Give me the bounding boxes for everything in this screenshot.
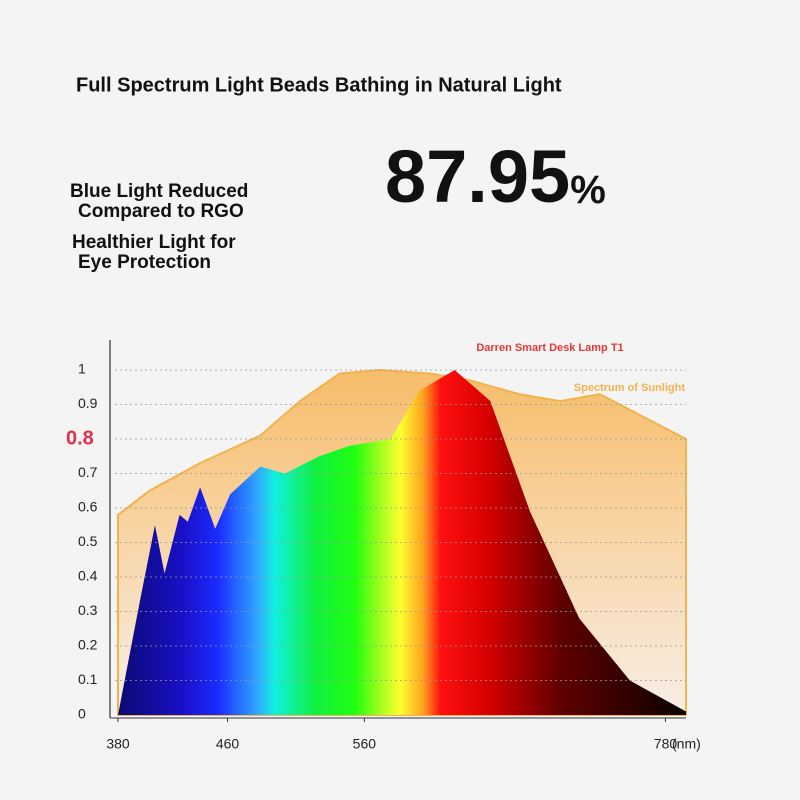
headline: 87.95% <box>385 135 606 218</box>
y-tick-label: 0.7 <box>78 464 98 480</box>
legend-label: Spectrum of Sunlight <box>574 382 686 394</box>
x-unit: (nm) <box>672 736 701 752</box>
note: Blue Light Reduced <box>70 181 248 202</box>
x-tick-label: 380 <box>106 736 130 752</box>
y-tick-label: 0.2 <box>78 637 98 653</box>
y-tick-label: 0.8 <box>66 427 94 449</box>
y-tick-label: 0.3 <box>78 602 98 618</box>
y-tick-label: 0.9 <box>78 395 98 411</box>
y-tick-label: 1 <box>78 361 86 377</box>
legend-label: Darren Smart Desk Lamp T1 <box>476 342 623 354</box>
x-tick-label: 460 <box>216 736 240 752</box>
headline-value: 87.95 <box>385 135 570 218</box>
x-tick-label: 780 <box>654 736 678 752</box>
y-tick-label: 0 <box>78 706 86 722</box>
y-tick-label: 0.1 <box>78 671 98 687</box>
y-tick-label: 0.5 <box>78 533 98 549</box>
note: Compared to RGO <box>78 201 244 222</box>
title: Full Spectrum Light Beads Bathing in Nat… <box>76 74 562 96</box>
headline-unit: % <box>570 168 606 212</box>
note: Eye Protection <box>78 252 211 273</box>
y-tick-label: 0.6 <box>78 499 98 515</box>
y-tick-label: 0.4 <box>78 568 98 584</box>
x-tick-label: 560 <box>353 736 377 752</box>
note: Healthier Light for <box>72 232 236 253</box>
